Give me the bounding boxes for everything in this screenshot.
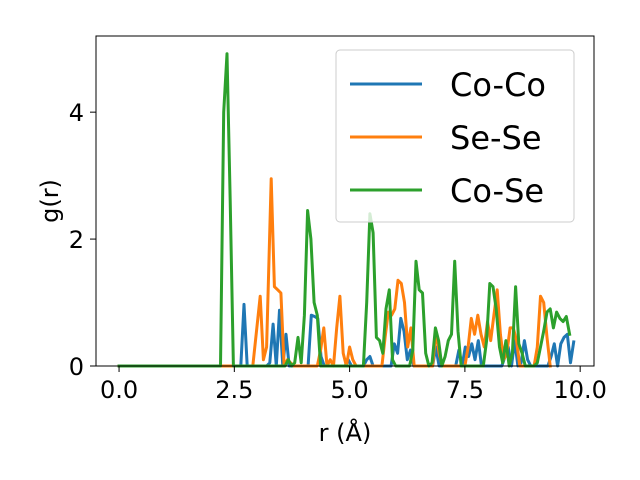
- y-tick-label: 2: [69, 226, 84, 254]
- legend: Co-Co Se-Se Co-Se: [335, 49, 575, 223]
- plot-area: [95, 35, 595, 368]
- x-tick-label: 7.5: [446, 376, 484, 404]
- legend-label-co-se: Co-Se: [450, 172, 544, 210]
- x-tick-label: 2.5: [215, 376, 253, 404]
- axes-frame: [95, 35, 595, 367]
- x-tick-label: 5.0: [331, 376, 369, 404]
- legend-box: [335, 49, 575, 223]
- y-tick-label: 0: [69, 353, 84, 381]
- legend-label-co-co: Co-Co: [450, 66, 546, 104]
- y-axis-label: g(r): [36, 179, 64, 223]
- series-line-co-co: [117, 302, 576, 368]
- x-axis-label: r (Å): [319, 418, 372, 447]
- x-axis-ticks: 0.0 2.5 5.0 7.5 10.0: [100, 366, 607, 404]
- legend-label-se-se: Se-Se: [450, 119, 542, 157]
- y-tick-label: 4: [69, 99, 84, 127]
- x-tick-label: 10.0: [553, 376, 606, 404]
- x-tick-label: 0.0: [100, 376, 138, 404]
- y-axis-ticks: 0 2 4: [69, 99, 96, 381]
